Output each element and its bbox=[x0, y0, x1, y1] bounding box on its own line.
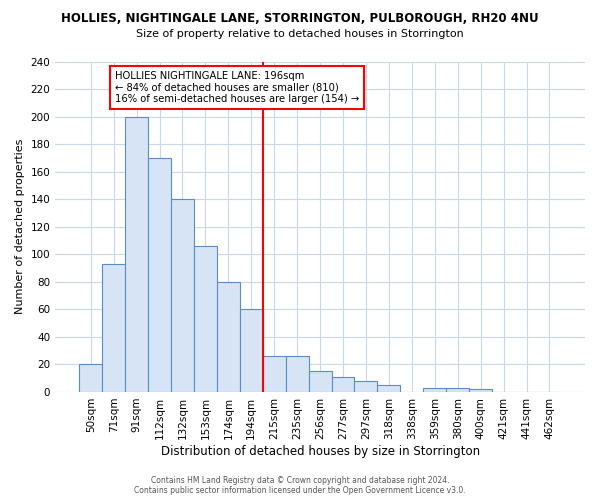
Bar bbox=[355, 381, 377, 392]
Bar bbox=[102, 264, 125, 392]
Bar bbox=[194, 246, 217, 392]
X-axis label: Distribution of detached houses by size in Storrington: Distribution of detached houses by size … bbox=[161, 444, 479, 458]
Text: HOLLIES NIGHTINGALE LANE: 196sqm
← 84% of detached houses are smaller (810)
16% : HOLLIES NIGHTINGALE LANE: 196sqm ← 84% o… bbox=[115, 71, 359, 104]
Bar bbox=[469, 389, 492, 392]
Bar bbox=[446, 388, 469, 392]
Bar bbox=[171, 199, 194, 392]
Bar bbox=[308, 372, 332, 392]
Bar bbox=[377, 385, 400, 392]
Text: Size of property relative to detached houses in Storrington: Size of property relative to detached ho… bbox=[136, 29, 464, 39]
Bar bbox=[240, 310, 263, 392]
Text: Contains HM Land Registry data © Crown copyright and database right 2024.
Contai: Contains HM Land Registry data © Crown c… bbox=[134, 476, 466, 495]
Bar bbox=[125, 116, 148, 392]
Bar bbox=[332, 377, 355, 392]
Bar bbox=[423, 388, 446, 392]
Bar bbox=[217, 282, 240, 392]
Y-axis label: Number of detached properties: Number of detached properties bbox=[15, 139, 25, 314]
Bar bbox=[263, 356, 286, 392]
Bar bbox=[79, 364, 102, 392]
Bar bbox=[148, 158, 171, 392]
Text: HOLLIES, NIGHTINGALE LANE, STORRINGTON, PULBOROUGH, RH20 4NU: HOLLIES, NIGHTINGALE LANE, STORRINGTON, … bbox=[61, 12, 539, 26]
Bar bbox=[286, 356, 308, 392]
